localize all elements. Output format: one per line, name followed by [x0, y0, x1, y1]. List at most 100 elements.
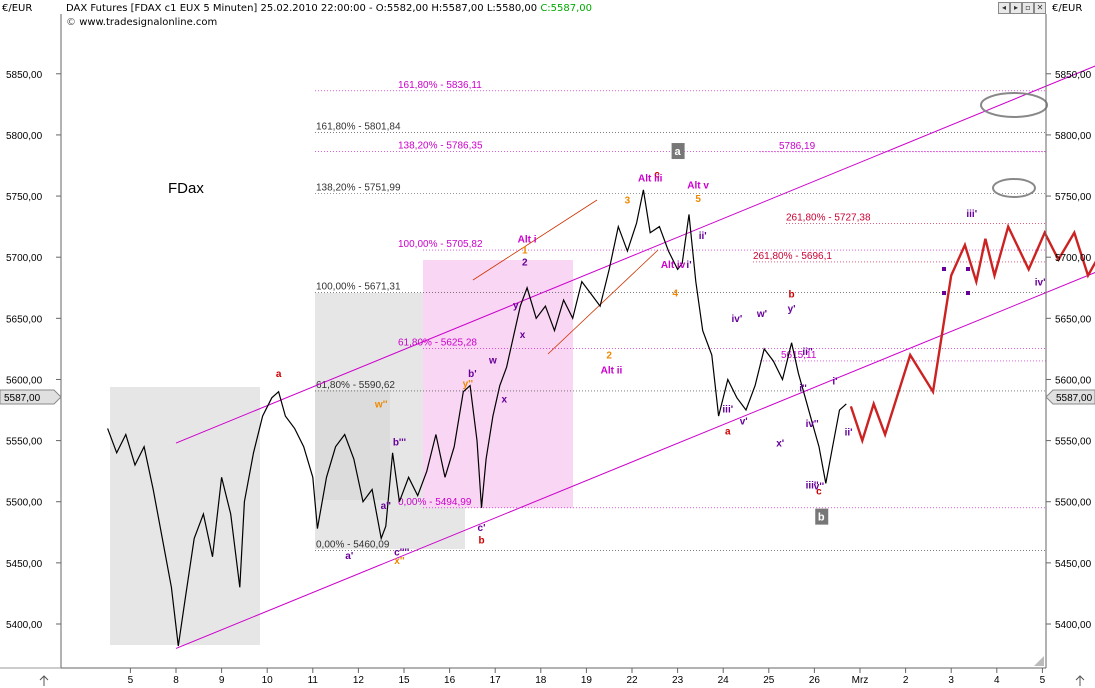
- y-tick-label: 5450,00: [6, 559, 43, 570]
- wave-label: c'''': [394, 548, 409, 559]
- y-axis-left: 5400,00 5450,00 5500,00 5550,00 5600,00 5650,…: [6, 70, 61, 631]
- y-tick-label: 5850,00: [6, 70, 43, 81]
- wave-label: v'': [814, 482, 824, 493]
- gray-zone: [110, 387, 260, 645]
- resize-grip-icon[interactable]: [1034, 656, 1044, 666]
- y-tick-label: 5400,00: [1055, 620, 1092, 631]
- boxed-label-bg: [671, 143, 685, 160]
- scroll-right-icon[interactable]: ▸: [1010, 2, 1022, 14]
- wave-label: x': [776, 439, 784, 450]
- x-tick-label: 10: [262, 675, 274, 686]
- wave-label: a: [725, 426, 731, 437]
- fib-level-label: 161,80% - 5801,84: [316, 122, 401, 133]
- y-tick-label: 5800,00: [1055, 131, 1092, 142]
- y-tick-label: 5500,00: [1055, 498, 1092, 509]
- wave-label: y: [513, 301, 519, 312]
- alt-guide-line: [547, 249, 659, 355]
- x-tick-label: 3: [948, 675, 954, 686]
- wave-label: a'': [381, 501, 391, 512]
- x-tick-label: 25: [763, 675, 775, 686]
- y-tick-label: 5550,00: [1055, 437, 1092, 448]
- wave-label: i': [832, 376, 837, 387]
- wave-label: 2: [606, 351, 612, 362]
- wave-label: ii'': [802, 347, 812, 358]
- chart-frame: [0, 14, 1047, 669]
- price-series: [107, 189, 847, 647]
- purple-dot: [966, 267, 970, 271]
- x-tick-label: 26: [809, 675, 821, 686]
- maximize-icon[interactable]: ▫: [1022, 2, 1034, 14]
- current-price-marker-left: [0, 389, 62, 405]
- y-tick-label: 5450,00: [1055, 559, 1092, 570]
- wave-label: x'': [394, 556, 404, 567]
- wave-label: Alt iii: [638, 173, 663, 184]
- wave-label: i'': [799, 384, 807, 395]
- x-tick-label: 8: [173, 675, 179, 686]
- target-ellipse: [992, 178, 1036, 198]
- wave-label: w'': [374, 400, 388, 411]
- price-markers: 5587,00 5587,00: [0, 389, 1095, 405]
- fib-level-label: 138,20% - 5751,99: [316, 183, 401, 194]
- wave-label: 1: [522, 246, 528, 257]
- wave-label: a': [345, 551, 353, 562]
- wave-label: y'': [463, 379, 473, 390]
- x-tick-label: 16: [444, 675, 456, 686]
- y-tick-label: 5650,00: [1055, 314, 1092, 325]
- y-axis-right: 5400,00 5450,00 5500,00 5550,00 5600,00 5650,…: [1046, 70, 1092, 631]
- fib-level-label: 261,80% - 5696,1: [753, 251, 832, 262]
- pink-zone: [423, 260, 573, 508]
- globe-icon: ©: [66, 17, 76, 28]
- scroll-arrow-right-icon[interactable]: [1075, 675, 1085, 686]
- fib-level-label: 138,20% - 5786,35: [398, 141, 483, 152]
- alt-guide-line: [472, 199, 598, 281]
- x-axis: 5 8 9 10 11 12 15 16 17 18 19 22 23 24 25 26 Mrz 2 3 4 5: [128, 668, 1046, 686]
- x-tick-label: 23: [672, 675, 684, 686]
- y-tick-label: 5750,00: [6, 192, 43, 203]
- fib-level-label: 61,80% - 5625,28: [398, 338, 477, 349]
- wave-label: x: [502, 395, 508, 406]
- fib-level-label: 161,80% - 5836,11: [398, 80, 482, 91]
- close-value: C:5587,00: [540, 3, 593, 14]
- wave-label: 5: [695, 194, 701, 205]
- wave-label: iv': [732, 314, 743, 325]
- y-tick-label: 5750,00: [1055, 192, 1092, 203]
- source-url-text: www.tradesignalonline.com: [79, 17, 218, 28]
- wave-label: b: [478, 535, 484, 546]
- wave-label: Alt i: [518, 235, 537, 246]
- current-price-marker-right: [1045, 389, 1095, 405]
- shaded-zones: [110, 260, 573, 645]
- y-tick-label: 5850,00: [1055, 70, 1092, 81]
- wave-label: Alt v: [687, 181, 709, 192]
- y-tick-label: 5600,00: [1055, 375, 1092, 386]
- x-tick-label: 12: [353, 675, 365, 686]
- wave-label: b': [468, 369, 477, 380]
- source-url[interactable]: © www.tradesignalonline.com: [66, 17, 217, 28]
- x-tick-label: Mrz: [852, 675, 869, 686]
- target-markers: [942, 92, 1048, 295]
- boxed-label-bg: [815, 508, 829, 525]
- chart-info-header: DAX Futures [FDAX c1 EUX 5 Minuten] 25.0…: [66, 3, 592, 14]
- wave-label: iv'': [806, 419, 819, 430]
- wave-label: ii': [845, 428, 853, 439]
- current-price-text-right: 5587,00: [1056, 393, 1093, 404]
- x-tick-label: 9: [219, 675, 225, 686]
- currency-label-left: €/EUR: [2, 3, 33, 14]
- gray-zone-inner: [315, 390, 390, 500]
- fib-level-label: 100,00% - 5705,82: [398, 239, 483, 250]
- wave-label: i': [686, 260, 691, 271]
- chart-title: FDax: [168, 180, 204, 197]
- channel-line: [175, 272, 1095, 649]
- x-tick-label: 2: [903, 675, 909, 686]
- close-icon[interactable]: ✕: [1034, 2, 1046, 14]
- scroll-arrow-left-icon[interactable]: [39, 675, 49, 686]
- y-tick-label: 5650,00: [6, 314, 43, 325]
- scroll-left-icon[interactable]: ◂: [998, 2, 1010, 14]
- y-tick-label: 5800,00: [6, 131, 43, 142]
- boxed-label: a: [675, 146, 682, 158]
- wave-label: iv': [1035, 277, 1046, 288]
- wave-label: a: [276, 369, 282, 380]
- fib-level-label: 0,00% - 5494,99: [398, 497, 472, 508]
- purple-dot: [942, 291, 946, 295]
- fibonacci-levels: 161,80% - 5836,11 161,80% - 5801,84 138,20…: [315, 80, 1046, 551]
